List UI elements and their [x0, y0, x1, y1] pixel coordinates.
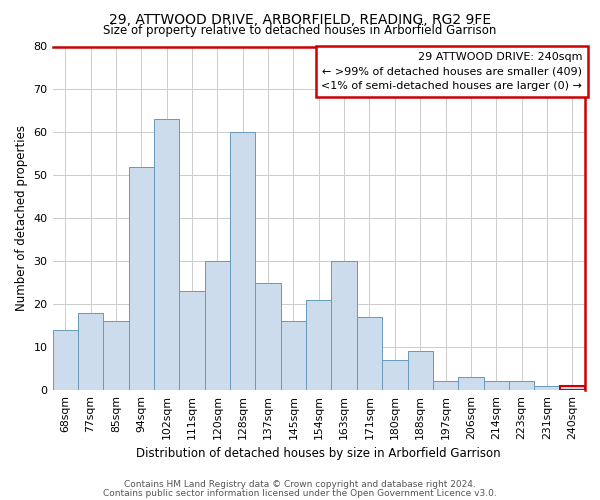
Bar	[357, 317, 382, 390]
Bar	[103, 321, 128, 390]
Bar	[484, 381, 509, 390]
Bar	[179, 291, 205, 390]
Bar	[534, 386, 560, 390]
Bar	[509, 381, 534, 390]
Text: 29, ATTWOOD DRIVE, ARBORFIELD, READING, RG2 9FE: 29, ATTWOOD DRIVE, ARBORFIELD, READING, …	[109, 12, 491, 26]
Y-axis label: Number of detached properties: Number of detached properties	[15, 125, 28, 311]
Bar	[458, 377, 484, 390]
Bar	[407, 351, 433, 390]
Bar	[382, 360, 407, 390]
Text: Size of property relative to detached houses in Arborfield Garrison: Size of property relative to detached ho…	[103, 24, 497, 37]
Bar	[331, 261, 357, 390]
Bar	[281, 321, 306, 390]
Bar	[306, 300, 331, 390]
Bar	[230, 132, 256, 390]
Bar	[256, 282, 281, 390]
Bar	[78, 312, 103, 390]
Bar	[205, 261, 230, 390]
Bar	[154, 120, 179, 390]
Text: 29 ATTWOOD DRIVE: 240sqm
← >99% of detached houses are smaller (409)
<1% of semi: 29 ATTWOOD DRIVE: 240sqm ← >99% of detac…	[322, 52, 583, 91]
Bar	[128, 166, 154, 390]
Bar	[53, 330, 78, 390]
X-axis label: Distribution of detached houses by size in Arborfield Garrison: Distribution of detached houses by size …	[136, 447, 501, 460]
Bar	[433, 381, 458, 390]
Bar	[560, 386, 585, 390]
Text: Contains public sector information licensed under the Open Government Licence v3: Contains public sector information licen…	[103, 488, 497, 498]
Text: Contains HM Land Registry data © Crown copyright and database right 2024.: Contains HM Land Registry data © Crown c…	[124, 480, 476, 489]
